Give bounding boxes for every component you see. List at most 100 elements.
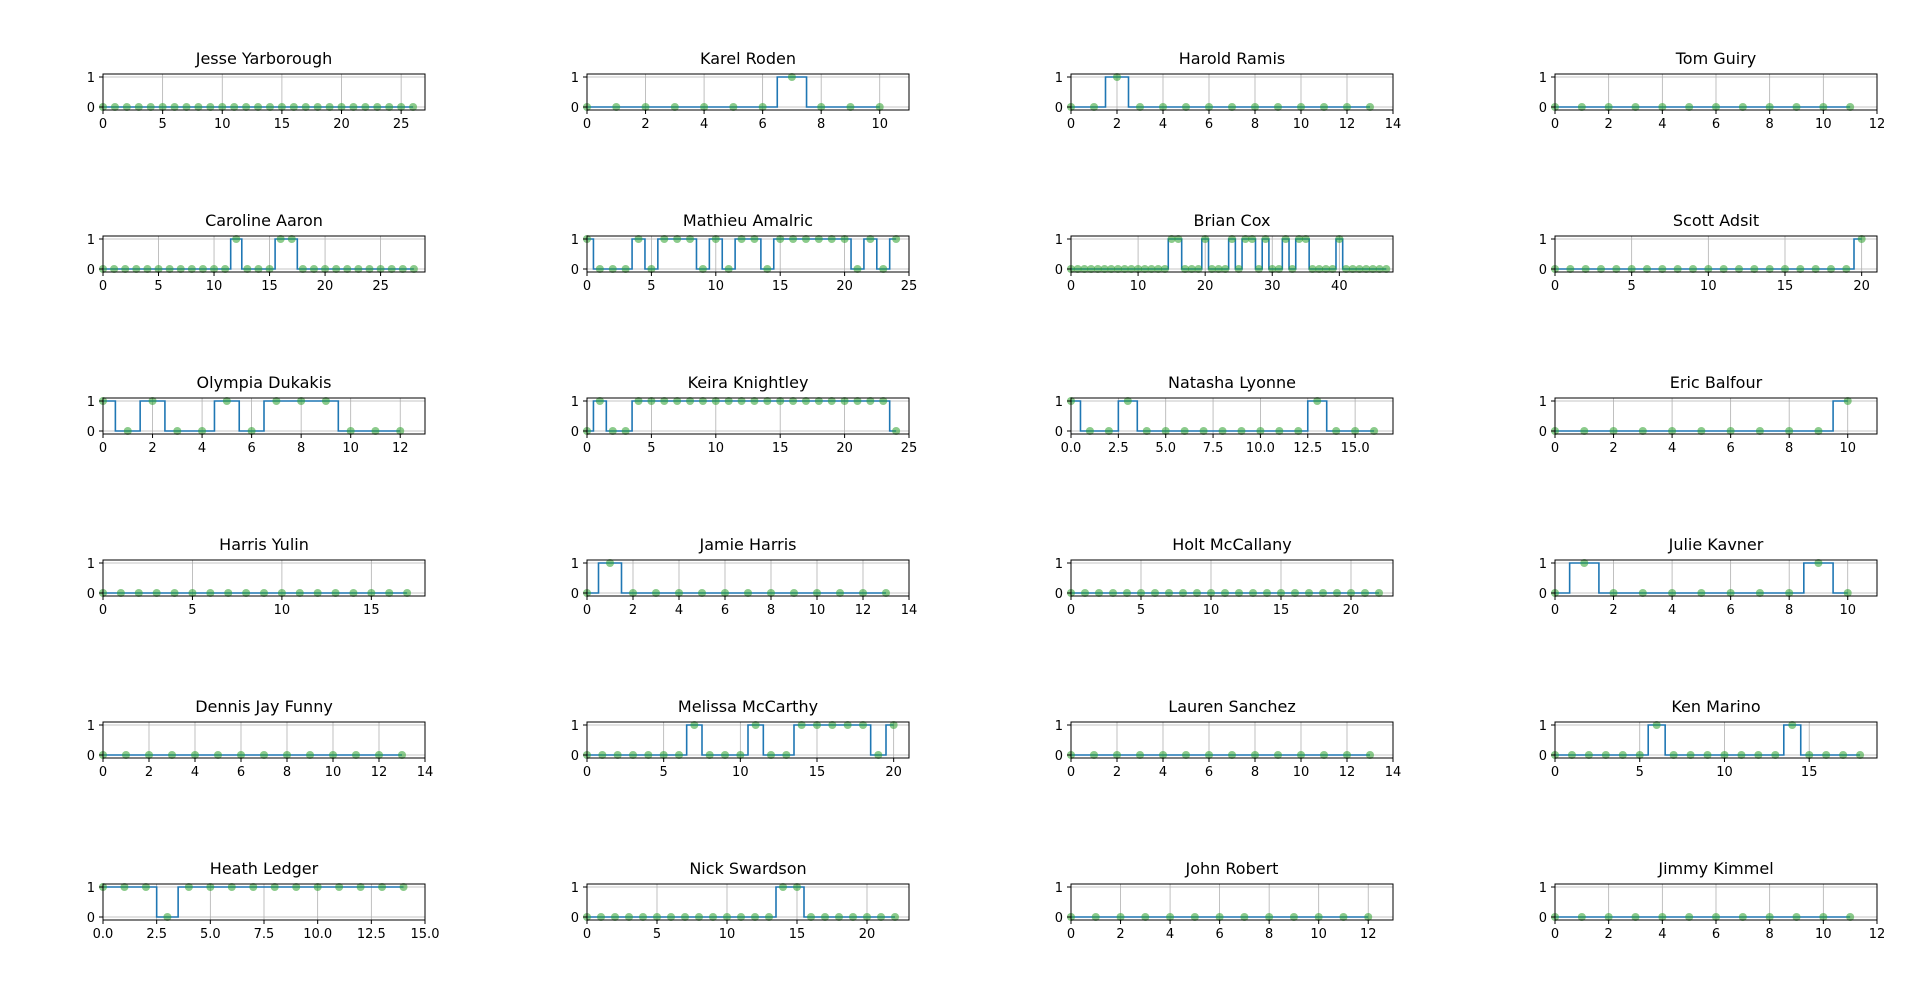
- x-tick-label: 10: [871, 117, 888, 132]
- subplot-title: Jesse Yarborough: [195, 49, 333, 68]
- x-tick-label: 6: [237, 765, 245, 780]
- data-point: [343, 265, 352, 273]
- y-tick-label: 0: [1539, 749, 1547, 764]
- data-point: [667, 913, 675, 921]
- data-point: [1277, 589, 1285, 597]
- data-point: [1100, 265, 1109, 273]
- data-point: [835, 913, 843, 921]
- data-point: [698, 265, 707, 273]
- data-point: [1109, 589, 1117, 597]
- subplot: Olympia Dukakis 0 2 4 6 8 10 12 0 1: [87, 373, 426, 456]
- data-point: [387, 265, 396, 273]
- x-tick-label: 4: [1159, 765, 1167, 780]
- data-point: [1221, 265, 1230, 273]
- x-tick-label: 2: [1605, 927, 1613, 942]
- data-point: [1241, 235, 1250, 243]
- y-tick-label: 0: [1539, 425, 1547, 440]
- data-point: [1686, 751, 1695, 759]
- data-point: [1228, 103, 1236, 111]
- y-tick-label: 1: [87, 719, 95, 734]
- axes-frame: [1554, 721, 1878, 759]
- series-step-line: [587, 562, 886, 594]
- y-tick-label: 1: [87, 881, 95, 896]
- y-tick-label: 0: [571, 425, 579, 440]
- data-point: [1735, 265, 1743, 273]
- y-tick-label: 1: [1539, 71, 1547, 86]
- x-tick-label: 4: [198, 441, 206, 456]
- data-point: [1294, 427, 1303, 435]
- data-point: [737, 235, 746, 243]
- data-point: [1348, 265, 1357, 273]
- data-point: [1856, 751, 1865, 759]
- x-tick-label: 0: [583, 117, 591, 132]
- y-tick-label: 0: [1539, 263, 1547, 278]
- x-tick-label: 6: [1712, 117, 1720, 132]
- x-tick-label: 4: [1658, 927, 1666, 942]
- data-point: [331, 589, 340, 597]
- data-point: [309, 265, 318, 273]
- subplot: Dennis Jay Funny 0 2 4 6 8 10 12 14 0 1: [87, 697, 434, 780]
- data-point: [1332, 427, 1341, 435]
- data-point: [765, 913, 773, 921]
- data-point: [686, 397, 695, 405]
- data-point: [853, 265, 862, 273]
- data-point: [346, 427, 355, 435]
- y-tick-label: 0: [87, 749, 95, 764]
- x-tick-label: 0: [99, 279, 107, 294]
- subplot: Holt McCallany 0 5 10 15 20 0 1: [1055, 535, 1394, 618]
- y-tick-label: 0: [571, 263, 579, 278]
- data-point: [329, 751, 337, 759]
- data-point: [247, 427, 256, 435]
- data-point: [1638, 589, 1647, 597]
- data-point: [371, 427, 380, 435]
- data-point: [1673, 265, 1682, 273]
- data-point: [298, 265, 307, 273]
- data-point: [1822, 751, 1831, 759]
- data-point: [611, 913, 619, 921]
- data-point: [222, 397, 231, 405]
- data-point: [272, 397, 281, 405]
- data-point: [1792, 913, 1801, 921]
- x-tick-label: 6: [1205, 765, 1213, 780]
- axes-frame: [1554, 235, 1878, 273]
- data-point: [1814, 427, 1823, 435]
- x-tick-label: 6: [758, 117, 766, 132]
- y-tick-label: 1: [1539, 557, 1547, 572]
- x-tick-label: 10: [1203, 603, 1220, 618]
- data-point: [1174, 235, 1183, 243]
- subplot-title: Lauren Sanchez: [1168, 697, 1295, 716]
- subplot-title: Karel Roden: [700, 49, 796, 68]
- data-point: [814, 397, 823, 405]
- subplot: Mathieu Amalric 0 5 10 15 20 25 0 1: [571, 211, 918, 294]
- y-tick-label: 0: [1055, 587, 1063, 602]
- data-point: [1265, 913, 1274, 921]
- data-point: [1370, 427, 1379, 435]
- y-tick-label: 1: [571, 881, 579, 896]
- data-point: [698, 589, 706, 597]
- x-tick-label: 10: [719, 927, 736, 942]
- axes-frame: [586, 883, 910, 921]
- subplot: Tom Guiry 0 2 4 6 8 10 12 0 1: [1539, 49, 1886, 132]
- y-tick-label: 1: [87, 395, 95, 410]
- data-point: [1361, 589, 1369, 597]
- data-point: [1305, 589, 1313, 597]
- x-tick-label: 10: [1700, 279, 1717, 294]
- x-tick-label: 12: [1360, 927, 1377, 942]
- data-point: [776, 397, 785, 405]
- data-point: [134, 103, 143, 111]
- x-tick-label: 4: [1658, 117, 1666, 132]
- series-step-line: [1071, 400, 1375, 432]
- data-point: [866, 397, 875, 405]
- subplot-title: Heath Ledger: [210, 859, 319, 878]
- data-point: [188, 589, 197, 597]
- data-point: [751, 721, 760, 729]
- subplot: Keira Knightley 0 5 10 15 20 25 0 1: [571, 373, 918, 456]
- x-tick-label: 0: [1551, 603, 1559, 618]
- data-point: [1792, 103, 1801, 111]
- data-point: [801, 397, 810, 405]
- data-point: [1719, 265, 1728, 273]
- x-tick-label: 12: [1339, 765, 1356, 780]
- x-tick-label: 5.0: [1155, 441, 1176, 456]
- x-tick-label: 0: [1551, 441, 1559, 456]
- data-point: [134, 589, 143, 597]
